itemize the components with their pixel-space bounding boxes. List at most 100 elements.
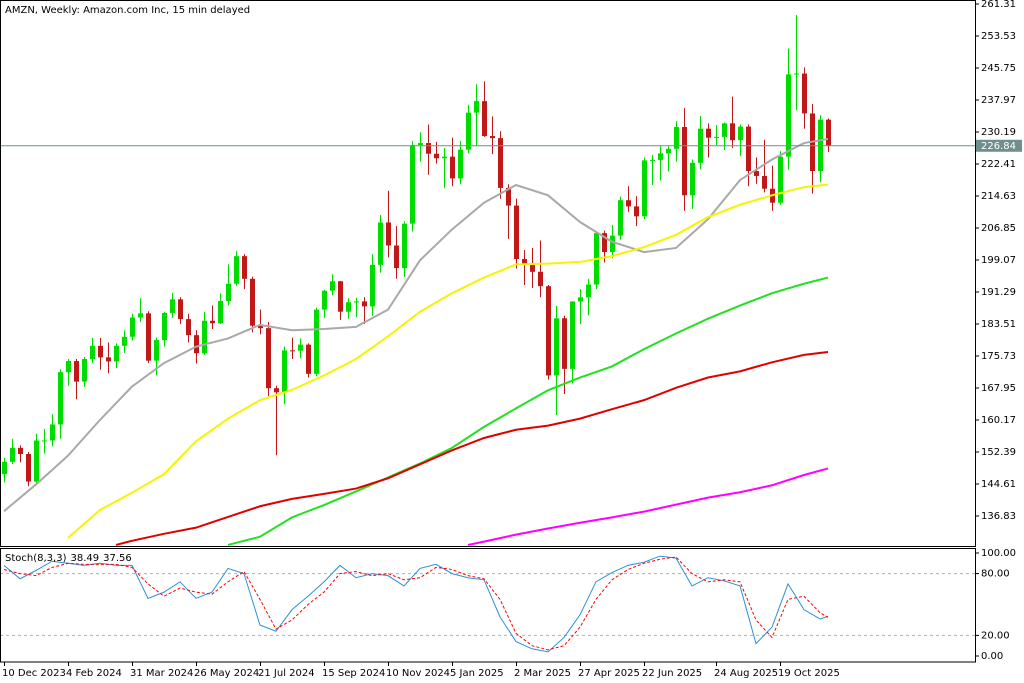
- candle-body: [730, 123, 735, 141]
- candle-body: [234, 256, 239, 284]
- y-tick-label: 214.63: [981, 191, 1016, 202]
- stoch-panel-frame: [0, 548, 976, 663]
- y-tick-label: 261.31: [981, 0, 1016, 10]
- candle-body: [202, 320, 207, 354]
- candle-body: [490, 136, 495, 139]
- candle-body: [122, 336, 127, 346]
- y-tick-label: 222.41: [981, 159, 1016, 170]
- x-tick-label: 10 Dec 2023: [2, 668, 66, 679]
- candle-body: [418, 143, 423, 146]
- candle-body: [466, 112, 471, 150]
- candle-body: [746, 126, 751, 172]
- moving-average: [67, 183, 829, 539]
- x-tick-label: 26 May 2024: [194, 668, 259, 679]
- y-tick-label: 230.19: [981, 127, 1016, 138]
- candle-body: [298, 344, 303, 351]
- candle-body: [90, 345, 95, 360]
- indicator-k: 38.49: [70, 553, 99, 564]
- candle-body: [410, 145, 415, 224]
- candle-body: [554, 318, 559, 376]
- y-tick-label: 160.17: [981, 415, 1016, 426]
- y-tick-label: 144.61: [981, 479, 1016, 490]
- candle-body: [690, 162, 695, 196]
- candle-body: [66, 361, 71, 373]
- candle-body: [42, 440, 47, 442]
- candle-body: [618, 200, 623, 236]
- candle-body: [186, 319, 191, 336]
- candle-body: [146, 313, 151, 361]
- y-tick-label: 206.85: [981, 223, 1016, 234]
- y-tick-label: 237.97: [981, 95, 1016, 106]
- candle-body: [706, 128, 711, 138]
- candle-body: [362, 301, 367, 307]
- candle-body: [194, 335, 199, 354]
- x-tick-label: 27 Apr 2025: [578, 668, 640, 679]
- candle-body: [442, 156, 447, 159]
- moving-average: [3, 137, 829, 512]
- y-tick-label: 152.39: [981, 447, 1016, 458]
- x-tick-label: 5 Jan 2025: [450, 668, 504, 679]
- price-plot: [1, 15, 975, 546]
- candle-body: [2, 461, 7, 475]
- candle-body: [394, 245, 399, 269]
- candle-body: [162, 312, 167, 341]
- y-tick-label: 100.00: [981, 548, 1016, 559]
- last-price-label: 226.84: [981, 141, 1016, 152]
- candle-body: [322, 290, 327, 310]
- chart-title: AMZN, Weekly: Amazon.com Inc, 15 min del…: [5, 5, 250, 16]
- candle-body: [642, 160, 647, 217]
- candle-body: [378, 222, 383, 265]
- candle-body: [522, 259, 527, 265]
- candle-body: [386, 222, 391, 246]
- stoch-line: [3, 556, 829, 651]
- candle-body: [650, 159, 655, 161]
- last-price-box: [976, 139, 1022, 152]
- candle-body: [338, 281, 343, 312]
- candle-body: [562, 318, 567, 369]
- candle-body: [290, 350, 295, 352]
- candle-body: [402, 223, 407, 269]
- y-tick-label: 0.00: [981, 651, 1003, 662]
- x-tick-label: 10 Nov 2024: [386, 668, 450, 679]
- candle-body: [658, 153, 663, 160]
- candle-body: [610, 235, 615, 253]
- stoch-plot: [1, 555, 975, 653]
- candle-body: [530, 264, 535, 272]
- candle-body: [546, 286, 551, 376]
- candle-body: [34, 440, 39, 482]
- y-tick-label: 183.51: [981, 319, 1016, 330]
- candle-body: [242, 256, 247, 279]
- candle-body: [50, 424, 55, 441]
- candle-body: [106, 357, 111, 362]
- x-tick-label: 22 Jun 2025: [642, 668, 702, 679]
- x-tick-label: 15 Sep 2024: [322, 668, 385, 679]
- candle-body: [314, 309, 319, 374]
- x-tick-label: 21 Jul 2024: [258, 668, 315, 679]
- y-tick-label: 199.07: [981, 255, 1016, 266]
- candle-body: [722, 123, 727, 137]
- candle-body: [98, 345, 103, 358]
- x-tick-label: 31 Mar 2024: [130, 668, 193, 679]
- y-tick-label: 80.00: [981, 569, 1010, 580]
- candle-body: [826, 119, 831, 146]
- candle-body: [538, 271, 543, 287]
- moving-average: [467, 467, 829, 546]
- y-tick-label: 20.00: [981, 630, 1010, 641]
- candle-body: [138, 313, 143, 318]
- candle-body: [154, 340, 159, 361]
- candle-body: [498, 138, 503, 188]
- candle-body: [586, 284, 591, 298]
- candle-body: [226, 283, 231, 302]
- indicator-label: Stoch(8,3,3) 38.49 37.56: [5, 553, 132, 564]
- candle-body: [778, 156, 783, 203]
- candle-body: [26, 454, 31, 482]
- candle-body: [18, 447, 23, 455]
- candle-body: [354, 301, 359, 303]
- price-panel-frame: [0, 0, 976, 547]
- x-tick-label: 4 Feb 2024: [66, 668, 122, 679]
- candle-body: [570, 301, 575, 369]
- candle-body: [762, 175, 767, 189]
- candle-body: [426, 143, 431, 154]
- candle-body: [506, 187, 511, 206]
